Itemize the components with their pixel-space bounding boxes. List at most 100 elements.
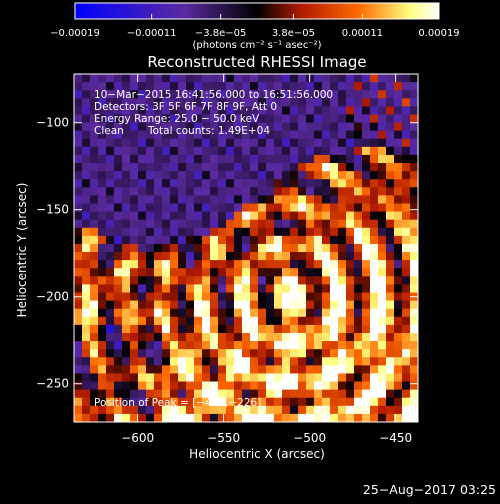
heatmap-cell (386, 252, 395, 261)
heatmap-cell (202, 413, 211, 422)
heatmap-cell (322, 397, 331, 407)
heatmap-cell (130, 405, 139, 415)
heatmap-cell (130, 82, 139, 91)
heatmap-cell (122, 357, 131, 366)
heatmap-cell (394, 74, 403, 83)
heatmap-cell (170, 357, 179, 366)
heatmap-cells (74, 74, 418, 422)
heatmap-cell (298, 122, 307, 132)
heatmap-cell (98, 397, 107, 407)
heatmap-cell (378, 154, 387, 164)
heatmap-cell (306, 114, 315, 124)
heatmap-cell (138, 187, 147, 196)
heatmap-cell (370, 82, 379, 91)
heatmap-cell (106, 227, 115, 237)
heatmap-cell (282, 203, 291, 213)
heatmap-cell (146, 154, 155, 164)
heatmap-cell (98, 74, 107, 83)
heatmap-cell (122, 235, 131, 245)
heatmap-cell (146, 268, 155, 277)
heatmap-cell (250, 373, 259, 383)
heatmap-cell (210, 90, 219, 99)
heatmap-cell (130, 381, 139, 391)
heatmap-cell (258, 106, 267, 116)
heatmap-cell (410, 187, 418, 196)
heatmap-cell (282, 365, 291, 375)
heatmap-cell (362, 365, 371, 375)
heatmap-cell (338, 146, 347, 156)
heatmap-cell (314, 365, 323, 375)
heatmap-cell (210, 397, 219, 407)
heatmap-cell (250, 211, 259, 221)
heatmap-cell (314, 308, 323, 318)
heatmap-cell (122, 114, 131, 124)
heatmap-cell (186, 243, 195, 253)
heatmap-cell (370, 243, 379, 253)
heatmap-cell (130, 98, 139, 107)
heatmap-cell (362, 316, 371, 326)
heatmap-cell (394, 389, 403, 399)
heatmap-cell (362, 381, 371, 391)
heatmap-cell (410, 405, 418, 415)
heatmap-cell (298, 195, 307, 205)
heatmap-cell (346, 381, 355, 391)
heatmap-cell (330, 130, 339, 140)
heatmap-cell (194, 146, 203, 156)
heatmap-cell (194, 365, 203, 375)
heatmap-cell (114, 106, 123, 116)
heatmap-cell (346, 284, 355, 294)
heatmap-cell (322, 179, 331, 188)
heatmap-cell (194, 163, 203, 172)
heatmap-cell (82, 171, 91, 180)
heatmap-cell (386, 90, 395, 99)
heatmap-cell (82, 243, 91, 253)
heatmap-cell (170, 74, 179, 83)
heatmap-cell (90, 74, 99, 83)
heatmap-cell (82, 163, 91, 172)
heatmap-cell (298, 243, 307, 253)
heatmap-cell (298, 365, 307, 375)
heatmap-cell (138, 373, 147, 383)
heatmap-cell (330, 179, 339, 188)
heatmap-cell (178, 90, 187, 99)
heatmap-cell (154, 324, 163, 334)
heatmap-cell (290, 349, 299, 358)
heatmap-cell (394, 203, 403, 213)
heatmap-cell (98, 187, 107, 196)
heatmap-cell (138, 300, 147, 310)
heatmap-cell (242, 171, 251, 180)
heatmap-cell (226, 74, 235, 83)
heatmap-cell (386, 187, 395, 196)
heatmap-cell (202, 276, 211, 286)
heatmap-cell (162, 227, 171, 237)
heatmap-cell (218, 130, 227, 140)
heatmap-cell (74, 154, 83, 164)
heatmap-cell (82, 268, 91, 277)
heatmap-cell (298, 171, 307, 180)
heatmap-cell (410, 82, 418, 91)
heatmap-cell (202, 397, 211, 407)
heatmap-cell (378, 284, 387, 294)
heatmap-cell (130, 203, 139, 213)
heatmap-cell (234, 252, 243, 261)
heatmap-cell (106, 413, 115, 422)
heatmap-cell (146, 405, 155, 415)
heatmap-cell (282, 219, 291, 229)
heatmap-cell (410, 171, 418, 180)
heatmap-cell (218, 187, 227, 196)
heatmap-cell (274, 357, 283, 366)
heatmap-cell (138, 179, 147, 188)
heatmap-cell (306, 163, 315, 172)
heatmap-cell (114, 349, 123, 358)
heatmap-cell (410, 138, 418, 148)
heatmap-cell (386, 316, 395, 326)
heatmap-cell (170, 292, 179, 302)
heatmap-cell (202, 252, 211, 261)
heatmap-cell (130, 341, 139, 350)
heatmap-cell (250, 235, 259, 245)
heatmap-cell (394, 171, 403, 180)
heatmap-cell (170, 163, 179, 172)
heatmap-cell (282, 276, 291, 286)
heatmap-cell (130, 154, 139, 164)
heatmap-cell (234, 74, 243, 83)
